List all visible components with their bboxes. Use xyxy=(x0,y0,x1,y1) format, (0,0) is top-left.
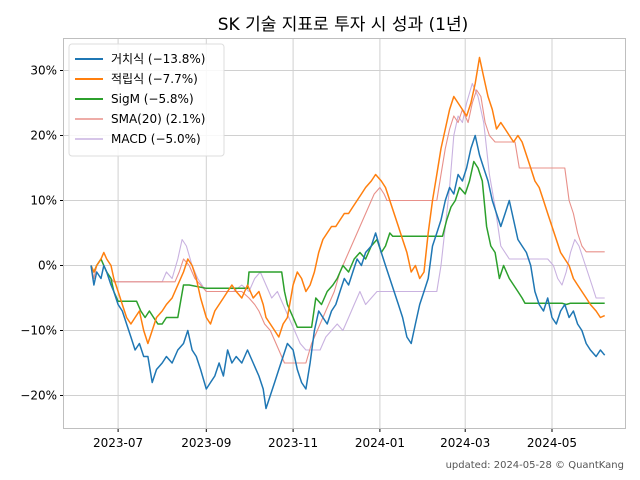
series-line xyxy=(90,134,606,410)
series-line xyxy=(90,89,605,364)
x-tick-label: 2023-11 xyxy=(268,436,318,450)
x-tick-label: 2024-05 xyxy=(527,436,577,450)
legend-label: 적립식 (−7.7%) xyxy=(111,72,198,86)
x-tick-label: 2024-03 xyxy=(440,436,490,450)
x-tick-label: 2023-07 xyxy=(93,436,143,450)
legend-box xyxy=(68,43,225,157)
x-tick-label: 2024-01 xyxy=(355,436,405,450)
y-tick-label: −10% xyxy=(20,324,57,338)
series-line xyxy=(90,56,606,345)
y-tick-label: 20% xyxy=(30,129,57,143)
x-axis: 2023-07 2023-09 2023-11 2024-01 2024-03 2024-… xyxy=(93,428,577,450)
legend-label: MACD (−5.0%) xyxy=(111,132,201,146)
legend-label: SMA(20) (2.1%) xyxy=(111,112,205,126)
y-tick-label: −20% xyxy=(20,389,57,403)
legend-label: 거치식 (−13.8%) xyxy=(111,52,205,66)
y-tick-label: 0% xyxy=(38,259,57,273)
footer-note: updated: 2024-05-28 © QuantKang xyxy=(446,460,624,471)
plot-frame xyxy=(63,38,626,429)
series-line xyxy=(90,160,605,329)
chart-title: SK 기술 지표로 투자 시 성과 (1년) xyxy=(218,15,468,35)
y-axis: −20% −10% 0% 10% 20% 30% xyxy=(20,64,64,403)
x-tick-label: 2023-09 xyxy=(181,436,231,450)
series-lines xyxy=(90,56,606,410)
y-tick-label: 30% xyxy=(30,64,57,78)
series-line xyxy=(90,82,605,351)
legend: 거치식 (−13.8%) 적립식 (−7.7%) SigM (−5.8%) SMA(2… xyxy=(68,43,225,157)
legend-label: SigM (−5.8%) xyxy=(111,92,194,106)
y-tick-label: 10% xyxy=(30,194,57,208)
